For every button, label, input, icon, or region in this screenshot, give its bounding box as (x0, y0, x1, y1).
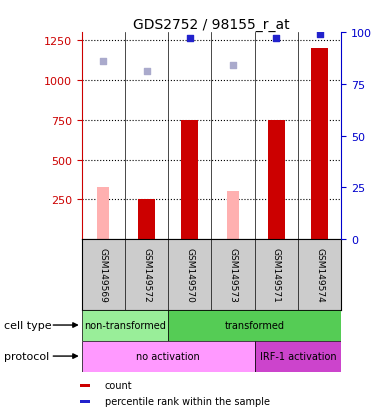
Point (317, 32, 323, 38)
Text: no activation: no activation (136, 351, 200, 361)
Text: GSM149571: GSM149571 (272, 247, 281, 302)
Bar (80, 384, 91, 387)
Bar (82, 341, 255, 372)
Point (230, 63, 236, 69)
Text: IRF-1 activation: IRF-1 activation (260, 351, 336, 361)
Text: GSM149572: GSM149572 (142, 247, 151, 302)
Text: non-transformed: non-transformed (84, 320, 166, 330)
Text: cell type: cell type (4, 320, 51, 330)
Point (273, 36, 279, 43)
Point (144, 69, 150, 76)
Bar (168, 310, 341, 341)
Bar (97, 187, 109, 240)
Text: GSM149569: GSM149569 (99, 247, 108, 302)
Bar (181, 121, 198, 240)
Point (100, 59, 106, 65)
Bar (255, 341, 341, 372)
Text: GSM149573: GSM149573 (229, 247, 237, 302)
Text: count: count (105, 380, 132, 390)
Title: GDS2752 / 98155_r_at: GDS2752 / 98155_r_at (133, 18, 290, 32)
Bar (227, 192, 239, 240)
Bar (80, 400, 91, 403)
Text: GSM149574: GSM149574 (315, 247, 324, 302)
Bar (311, 49, 328, 240)
Point (187, 36, 193, 43)
Text: GSM149570: GSM149570 (186, 247, 194, 302)
Bar (268, 121, 285, 240)
Bar (82, 310, 168, 341)
Text: percentile rank within the sample: percentile rank within the sample (105, 396, 270, 406)
Text: protocol: protocol (4, 351, 49, 361)
Text: transformed: transformed (225, 320, 285, 330)
Bar (138, 200, 155, 240)
